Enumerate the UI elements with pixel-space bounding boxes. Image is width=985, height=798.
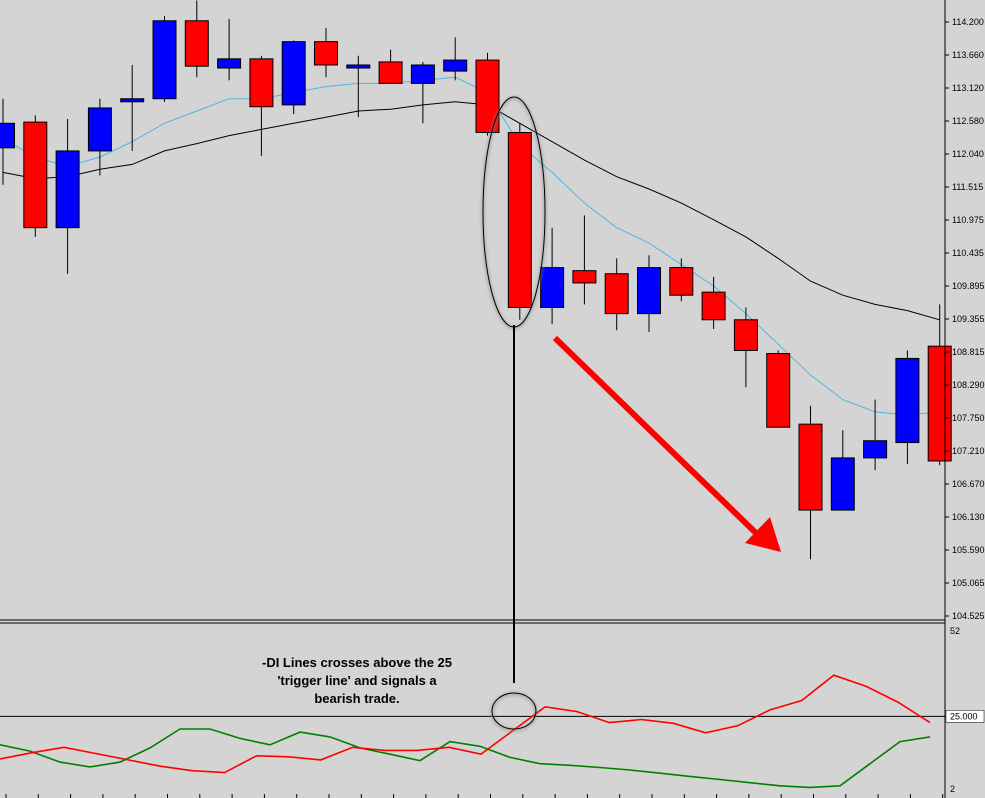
price-tick-label: 110.975: [952, 215, 984, 225]
bullish-candle: [410, 64, 435, 84]
annotation-line-3: bearish trade.: [314, 691, 399, 706]
bearish-candle: [572, 270, 597, 284]
minus-di-line: [0, 674, 931, 774]
bullish-candle: [863, 440, 888, 459]
bearish-candle: [314, 41, 338, 66]
annotation-line-1: -DI Lines crosses above the 25: [262, 655, 452, 670]
bearish-candle: [184, 20, 209, 67]
bearish-candle: [766, 353, 791, 428]
indicator-tick-label-max: 52: [950, 626, 960, 636]
price-tick-label: 104.525: [952, 611, 985, 621]
bearish-candle: [798, 423, 823, 511]
trigger-value-box: [945, 710, 985, 723]
bearish-candle: [507, 132, 532, 308]
price-tick-label: 105.065: [952, 578, 985, 588]
bullish-candle: [540, 267, 565, 308]
price-tick-label: 113.120: [952, 83, 984, 93]
bearish-candle: [475, 59, 500, 134]
bullish-candle: [281, 41, 306, 106]
trigger-value-label: 25.000: [950, 711, 978, 721]
price-tick-label: 108.815: [952, 347, 985, 357]
bearish-arrow-shaft: [552, 335, 761, 538]
bearish-arrow-head: [745, 517, 781, 552]
bullish-candle: [55, 150, 80, 229]
price-tick-label: 113.660: [952, 50, 984, 60]
price-panel: [0, 0, 952, 560]
price-tick-label: 111.515: [952, 182, 983, 192]
plus-di-line: [0, 728, 931, 789]
price-tick-label: 106.670: [952, 479, 985, 489]
indicator-tick-label-min: 2: [950, 784, 955, 794]
price-tick-label: 109.895: [952, 281, 985, 291]
crossover-highlight: [491, 692, 537, 730]
bearish-candle: [733, 319, 758, 351]
bullish-candle: [217, 58, 242, 69]
bullish-candle: [895, 357, 920, 444]
price-tick-label: 107.210: [952, 446, 985, 456]
bearish-candle: [378, 61, 403, 84]
indicator-axis: 52 2 25.000: [5, 626, 985, 798]
bearish-candle: [701, 291, 726, 321]
fast-moving-average-line: [2, 76, 940, 416]
bearish-candle: [249, 58, 274, 108]
price-tick-label: 110.435: [952, 248, 984, 258]
bearish-candle: [604, 273, 629, 315]
slow-moving-average-line: [2, 101, 940, 321]
bullish-candle: [0, 122, 15, 149]
price-tick-label: 112.580: [952, 116, 984, 126]
bullish-candle: [443, 59, 468, 72]
bullish-candle: [830, 457, 855, 511]
indicator-panel: [0, 674, 945, 789]
price-tick-label: 114.200: [952, 17, 984, 27]
annotation-line-2: 'trigger line' and signals a: [277, 673, 437, 688]
price-tick-label: 105.590: [952, 545, 985, 555]
bullish-candle: [87, 107, 112, 152]
price-tick-label: 106.130: [952, 512, 985, 522]
price-axis: 114.200 113.660 113.120 112.580 112.040 111.5…: [945, 17, 985, 621]
bullish-candle: [346, 64, 371, 69]
bearish-candle: [669, 267, 694, 296]
price-tick-label: 109.355: [952, 314, 985, 324]
price-tick-label: 107.750: [952, 413, 985, 423]
bullish-candle: [637, 267, 661, 315]
bearish-candle: [927, 345, 952, 462]
bullish-candle: [120, 98, 145, 103]
annotations: -DI Lines crosses above the 25 'trigger …: [262, 96, 781, 732]
bearish-candle: [23, 121, 48, 229]
bullish-candle: [152, 20, 177, 100]
price-tick-label: 108.290: [952, 380, 985, 390]
price-tick-label: 112.040: [952, 149, 984, 159]
